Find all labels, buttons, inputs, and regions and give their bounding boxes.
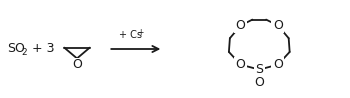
Text: O: O [273,19,283,32]
Text: + Cs: + Cs [119,30,142,40]
Text: O: O [236,19,246,32]
Text: O: O [236,58,246,71]
Text: S: S [255,63,263,76]
Text: 2: 2 [22,48,27,57]
Text: SO: SO [7,43,25,55]
Text: O: O [72,58,82,71]
Text: + 3: + 3 [32,43,54,55]
Text: O: O [273,58,283,71]
Text: O: O [254,76,264,89]
Text: +: + [138,28,144,37]
